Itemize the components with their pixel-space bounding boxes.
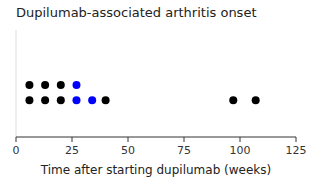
y-axis-line bbox=[16, 30, 17, 137]
dot bbox=[72, 81, 80, 89]
dot bbox=[41, 81, 49, 89]
dot bbox=[102, 96, 110, 104]
x-tick-label: 50 bbox=[121, 144, 135, 157]
x-tick bbox=[128, 137, 129, 142]
x-tick-label: 125 bbox=[286, 144, 307, 157]
x-axis-label: Time after starting dupilumab (weeks) bbox=[40, 163, 271, 177]
chart: Dupilumab-associated arthritis onset 0 25 5… bbox=[0, 0, 312, 195]
dot bbox=[41, 96, 49, 104]
x-axis-line bbox=[16, 137, 296, 138]
x-tick bbox=[72, 137, 73, 142]
dot bbox=[88, 96, 96, 104]
x-tick-label: 0 bbox=[13, 144, 20, 157]
dot bbox=[252, 96, 260, 104]
x-tick bbox=[240, 137, 241, 142]
dot bbox=[25, 81, 33, 89]
x-tick-label: 25 bbox=[65, 144, 79, 157]
dot bbox=[25, 96, 33, 104]
dot bbox=[72, 96, 80, 104]
x-tick bbox=[16, 137, 17, 142]
dot bbox=[229, 96, 237, 104]
title: Dupilumab-associated arthritis onset bbox=[16, 5, 257, 20]
x-tick-label: 100 bbox=[230, 144, 251, 157]
x-tick-label: 75 bbox=[177, 144, 191, 157]
x-tick bbox=[184, 137, 185, 142]
dots bbox=[25, 81, 259, 104]
x-tick bbox=[296, 137, 297, 142]
dot bbox=[57, 81, 65, 89]
dot bbox=[57, 96, 65, 104]
